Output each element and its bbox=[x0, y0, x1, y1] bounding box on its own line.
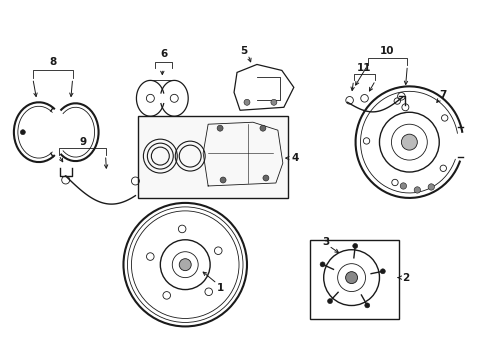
Circle shape bbox=[204, 288, 212, 296]
Text: 10: 10 bbox=[379, 45, 394, 55]
Text: 11: 11 bbox=[357, 63, 371, 73]
Circle shape bbox=[401, 134, 416, 150]
Circle shape bbox=[427, 184, 433, 190]
Circle shape bbox=[263, 175, 268, 181]
Circle shape bbox=[260, 125, 265, 131]
Circle shape bbox=[320, 262, 325, 267]
Bar bbox=[309, 240, 399, 319]
Text: 8: 8 bbox=[49, 58, 56, 67]
Circle shape bbox=[217, 125, 223, 131]
Circle shape bbox=[364, 303, 369, 308]
Circle shape bbox=[163, 292, 170, 299]
Circle shape bbox=[413, 187, 420, 193]
Circle shape bbox=[270, 99, 276, 105]
Circle shape bbox=[214, 247, 222, 255]
Bar bbox=[138, 116, 287, 198]
Text: 9: 9 bbox=[79, 137, 86, 147]
Circle shape bbox=[179, 259, 191, 271]
Circle shape bbox=[146, 253, 154, 260]
Text: 4: 4 bbox=[290, 153, 298, 163]
Text: 2: 2 bbox=[401, 273, 408, 283]
Circle shape bbox=[244, 99, 249, 105]
Circle shape bbox=[327, 298, 332, 303]
Circle shape bbox=[345, 272, 357, 284]
Circle shape bbox=[220, 177, 225, 183]
Circle shape bbox=[20, 130, 25, 135]
Circle shape bbox=[399, 183, 406, 189]
Text: 7: 7 bbox=[439, 90, 446, 100]
Text: 3: 3 bbox=[322, 237, 328, 247]
Circle shape bbox=[380, 269, 385, 274]
Text: 5: 5 bbox=[240, 45, 247, 55]
Text: 1: 1 bbox=[216, 283, 224, 293]
Text: 6: 6 bbox=[161, 49, 167, 59]
Circle shape bbox=[178, 225, 185, 233]
Circle shape bbox=[352, 243, 357, 248]
